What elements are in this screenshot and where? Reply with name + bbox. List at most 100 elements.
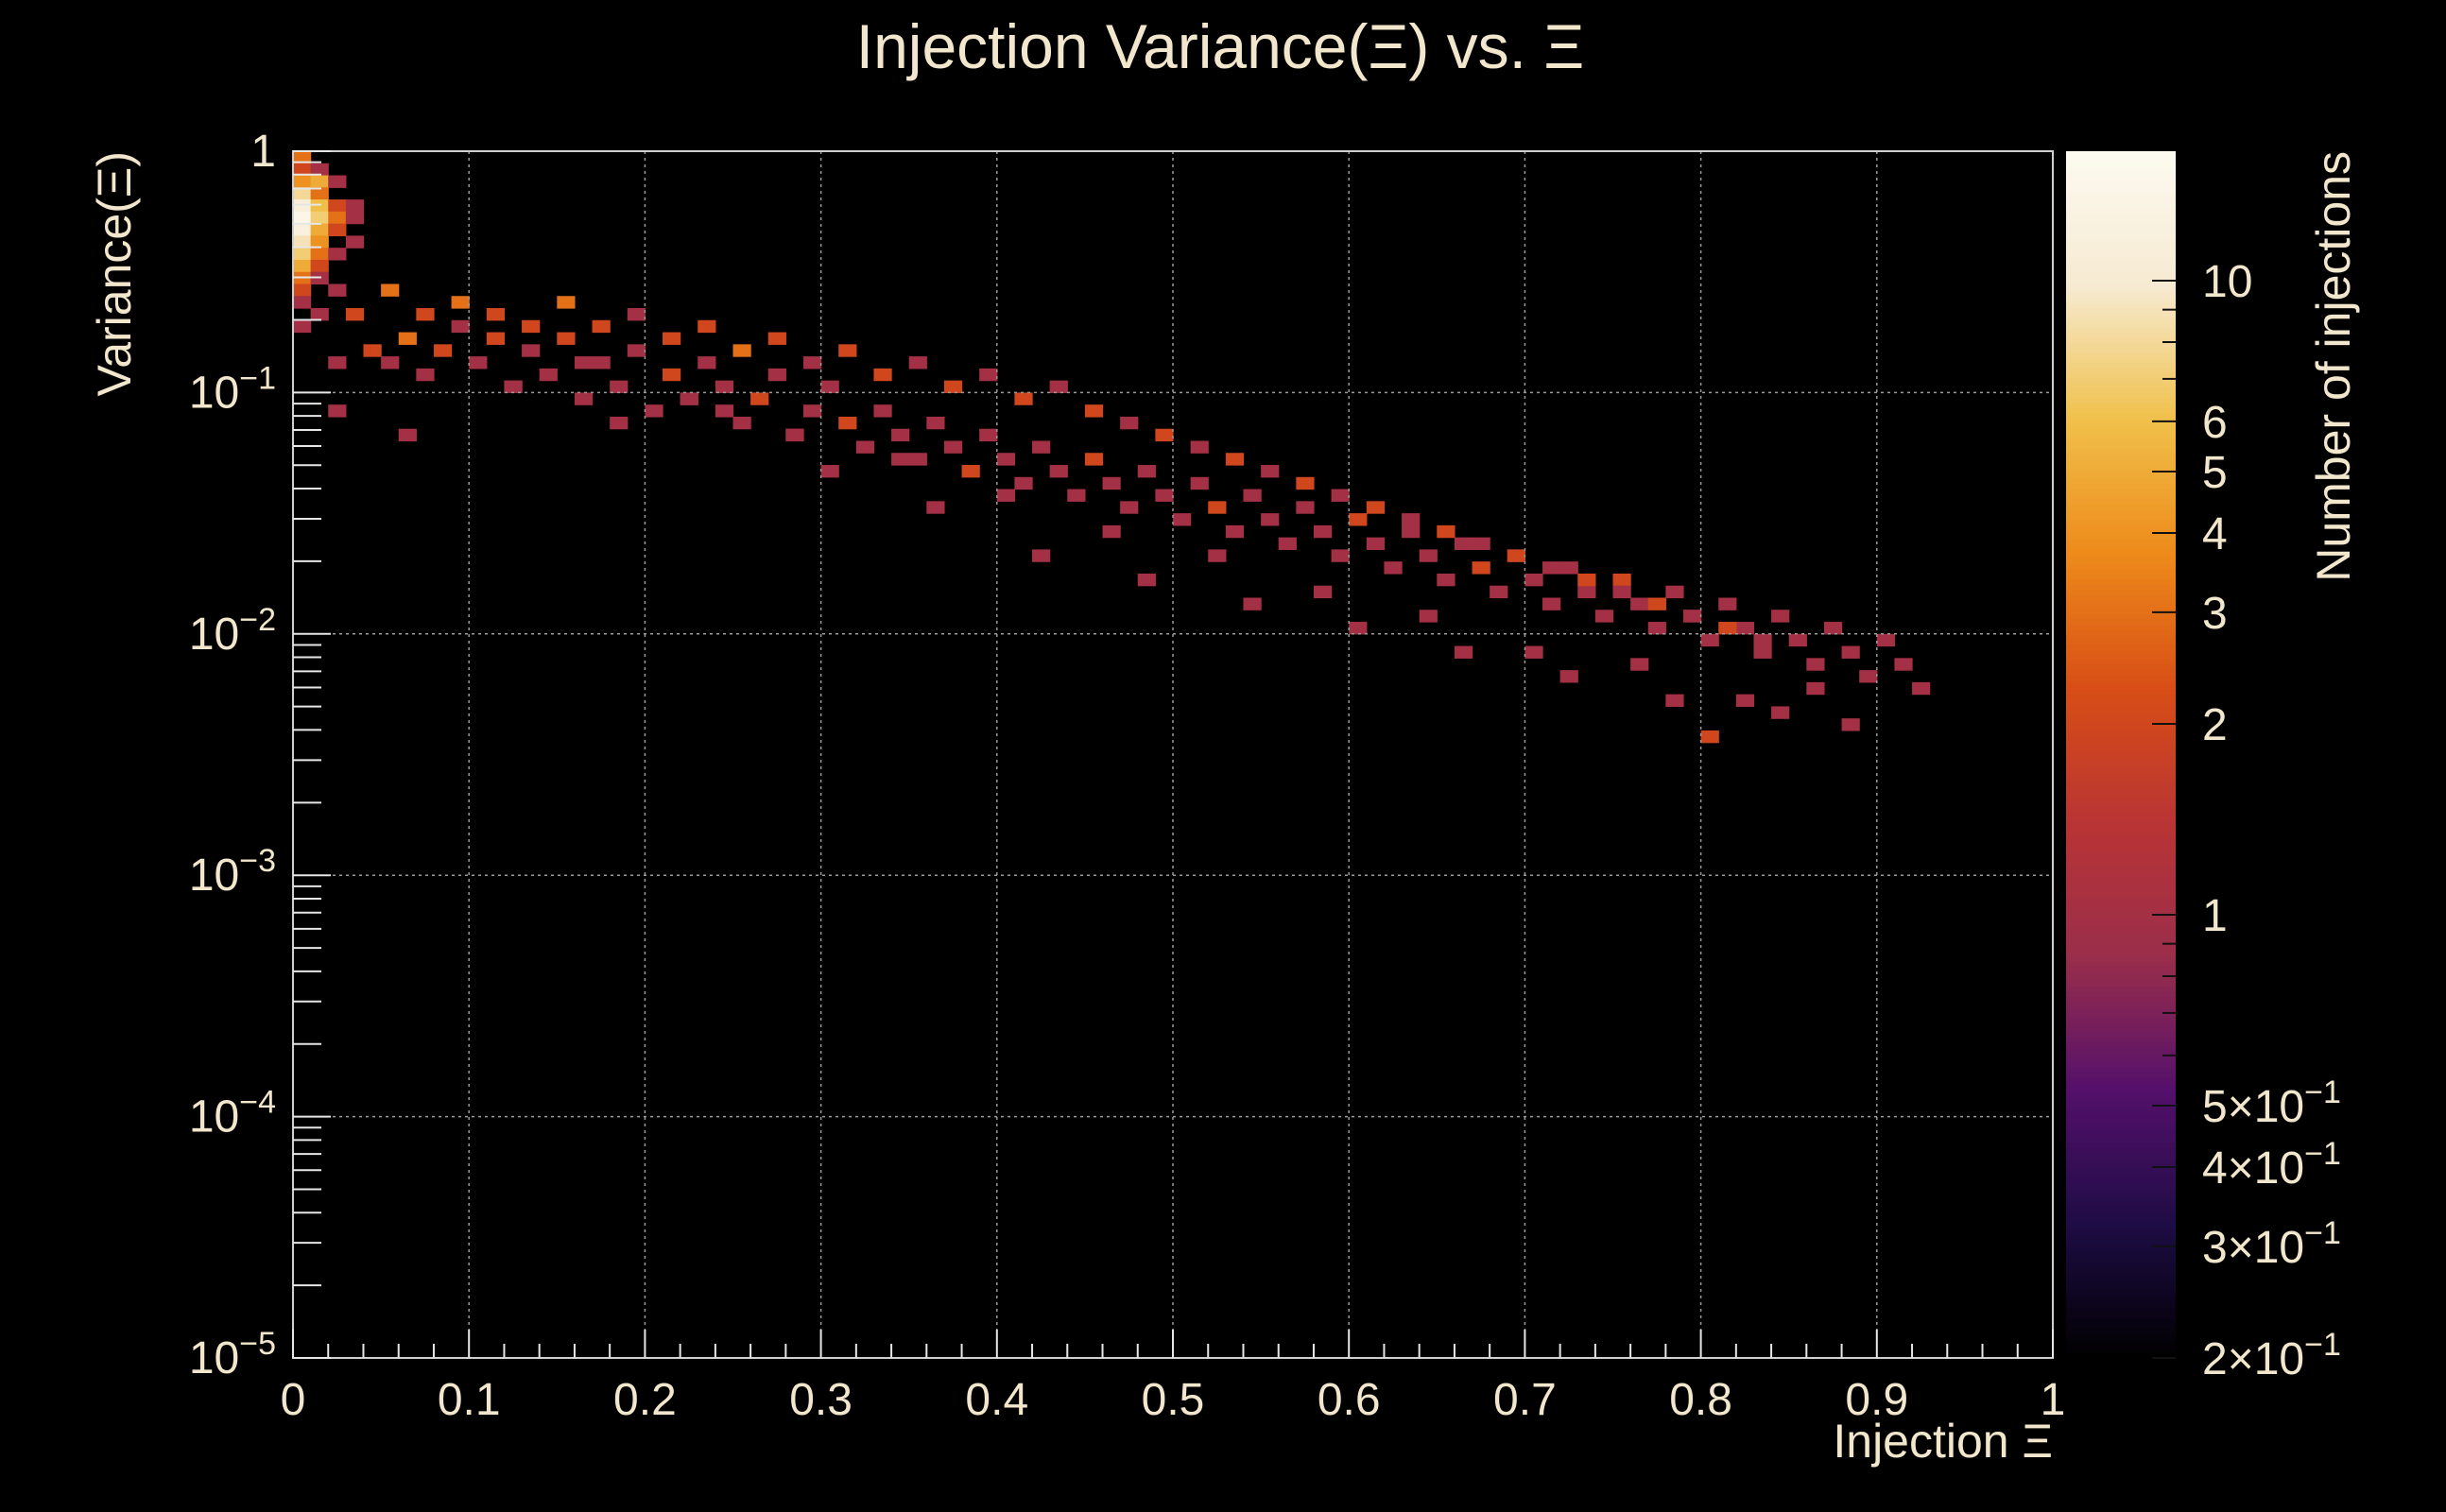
x-tick-label: 0.9	[1845, 1375, 1908, 1425]
colorbar-step	[2066, 382, 2176, 388]
heatmap-cell	[293, 284, 312, 297]
colorbar-step	[2066, 226, 2176, 232]
heatmap-cell	[926, 416, 945, 430]
colorbar-step	[2066, 609, 2176, 615]
colorbar-step	[2066, 232, 2176, 238]
colorbar-step	[2066, 1252, 2176, 1259]
colorbar-step	[2066, 387, 2176, 394]
colorbar-step	[2066, 1106, 2176, 1113]
heatmap-cell	[1559, 561, 1578, 575]
colorbar-step	[2066, 297, 2176, 303]
colorbar-step	[2066, 880, 2176, 886]
heatmap-cell	[1084, 404, 1104, 418]
colorbar-step	[2066, 644, 2176, 650]
colorbar-step	[2066, 503, 2176, 509]
heatmap-cell	[802, 404, 822, 418]
colorbar-tick-label: 2	[2202, 700, 2228, 750]
heatmap-cell	[1700, 633, 1719, 647]
colorbar-step	[2066, 1151, 2176, 1158]
x-tick-label: 0.7	[1493, 1375, 1557, 1425]
colorbar-step	[2066, 372, 2176, 379]
heatmap-cell	[996, 453, 1016, 466]
heatmap-cell	[1384, 561, 1403, 575]
heatmap-cell	[1049, 380, 1068, 393]
colorbar-step	[2066, 306, 2176, 314]
heatmap-cell	[1331, 549, 1350, 562]
heatmap-cell	[416, 308, 435, 321]
heatmap-cell	[1735, 622, 1755, 635]
heatmap-cell	[785, 428, 804, 442]
heatmap-cell	[979, 368, 998, 382]
heatmap-cell	[328, 248, 347, 261]
heatmap-cell	[873, 404, 892, 418]
colorbar-step	[2066, 875, 2176, 882]
heatmap-cell	[1647, 622, 1666, 635]
colorbar-step	[2066, 1091, 2176, 1098]
heatmap-cell	[539, 368, 558, 382]
heatmap-cell	[557, 332, 576, 345]
colorbar-step	[2066, 980, 2176, 988]
colorbar-step	[2066, 613, 2176, 620]
colorbar-step	[2066, 598, 2176, 605]
colorbar-step	[2066, 1142, 2176, 1148]
colorbar-step	[2066, 543, 2176, 550]
colorbar-step	[2066, 910, 2176, 917]
colorbar-step	[2066, 1071, 2176, 1077]
colorbar-step	[2066, 1297, 2176, 1304]
heatmap-cell	[328, 356, 347, 369]
colorbar-step	[2066, 457, 2176, 464]
colorbar-step	[2066, 845, 2176, 851]
heatmap-cell	[1788, 633, 1807, 647]
colorbar-step	[2066, 507, 2176, 514]
heatmap-cell	[310, 248, 329, 261]
colorbar-step	[2066, 332, 2176, 338]
heatmap-cell	[1032, 549, 1051, 562]
heatmap-cell	[1067, 489, 1086, 502]
colorbar-step	[2066, 1066, 2176, 1073]
heatmap-cell	[1243, 597, 1262, 610]
heatmap-cell	[1014, 392, 1033, 405]
colorbar-step	[2066, 915, 2176, 921]
colorbar-step	[2066, 1262, 2176, 1269]
heatmap-cell	[1208, 501, 1227, 514]
colorbar-step	[2066, 1172, 2176, 1178]
colorbar-step	[2066, 342, 2176, 349]
colorbar-tick-label: 10	[2202, 257, 2252, 307]
colorbar-step	[2066, 1328, 2176, 1334]
colorbar-step	[2066, 403, 2176, 409]
heatmap-cell	[345, 235, 365, 249]
colorbar-step	[2066, 573, 2176, 580]
colorbar-step	[2066, 1131, 2176, 1138]
y-tick-label: 10−4	[189, 1085, 276, 1143]
heatmap-cell	[1102, 476, 1121, 490]
colorbar-step	[2066, 1187, 2176, 1194]
colorbar-step	[2066, 830, 2176, 836]
heatmap-cell	[1718, 622, 1737, 635]
heatmap-cell	[1665, 585, 1684, 599]
colorbar-ticks: 10 65 4 3 2 1 5×10−14×10−1 3×10−1 2×10−1	[2152, 257, 2341, 1384]
heatmap-cell	[381, 284, 400, 297]
colorbar-step	[2066, 663, 2176, 670]
heatmap-cell	[1155, 489, 1174, 502]
heatmap-cell	[310, 259, 329, 273]
heatmap-cell	[1718, 597, 1737, 610]
heatmap-cell	[732, 344, 751, 357]
colorbar-step	[2066, 920, 2176, 927]
colorbar-step	[2066, 648, 2176, 655]
heatmap-cell	[1841, 645, 1860, 659]
heatmap-cell	[1577, 573, 1596, 587]
colorbar-step	[2066, 930, 2176, 936]
heatmap-cell	[908, 453, 927, 466]
colorbar-step	[2066, 1222, 2176, 1228]
colorbar-step	[2066, 1051, 2176, 1057]
colorbar-tick-label: 3×10−1	[2202, 1215, 2341, 1273]
heatmap-cell	[943, 380, 963, 393]
heatmap-cell	[732, 416, 751, 430]
heatmap-cell	[293, 211, 312, 225]
heatmap-cell	[328, 284, 347, 297]
heatmap-cell	[433, 344, 453, 357]
heatmap-cell	[1524, 645, 1543, 659]
heatmap-cell	[574, 392, 594, 405]
heatmap-cell	[1296, 476, 1315, 490]
heatmap-cell	[838, 416, 857, 430]
